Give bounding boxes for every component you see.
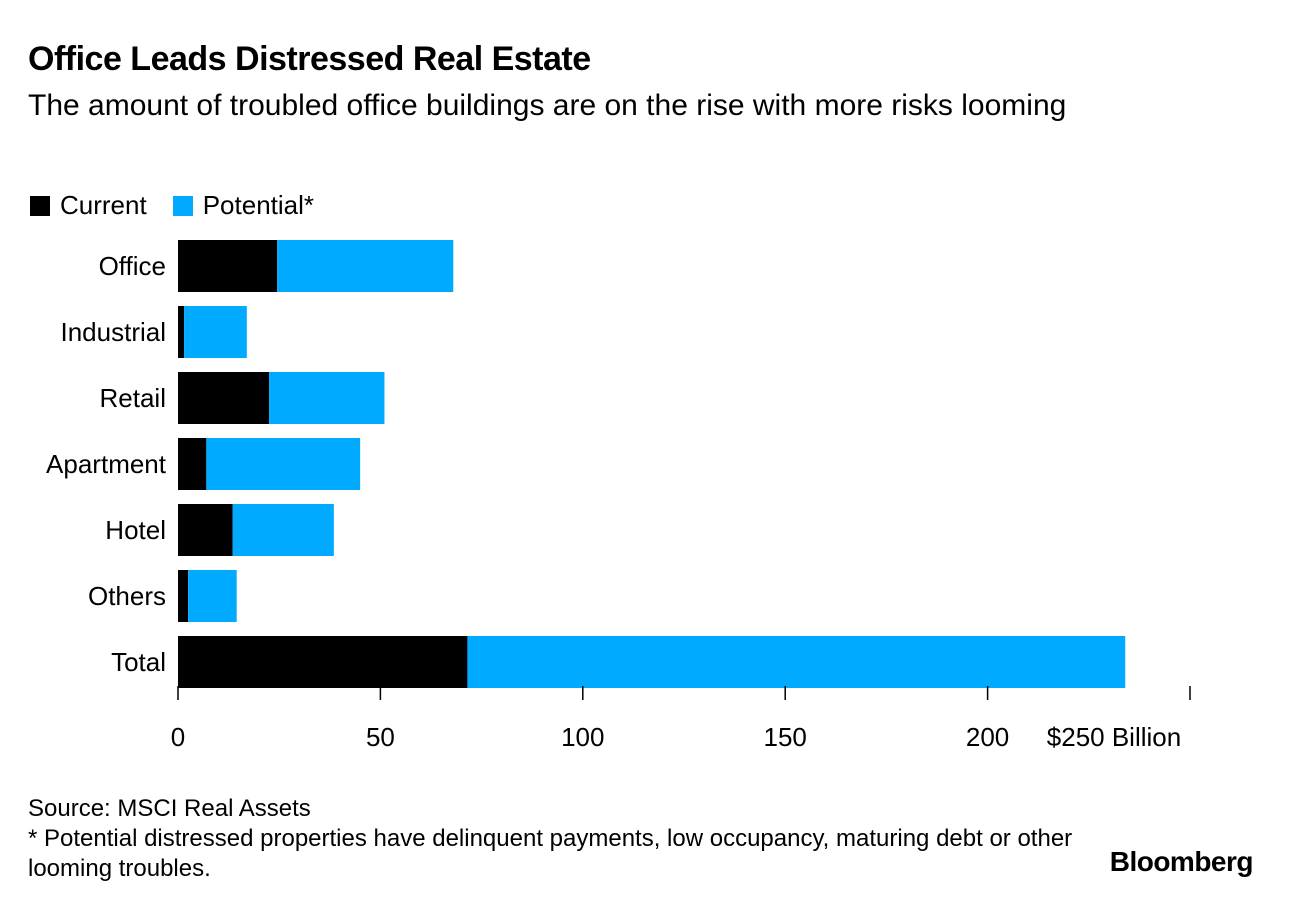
category-label-industrial: Industrial (61, 317, 167, 347)
x-tick-label-0: 0 (171, 722, 185, 752)
bar-office-potential (277, 240, 454, 292)
legend-item-potential: Potential* (172, 190, 315, 221)
category-label-apartment: Apartment (46, 449, 167, 479)
bar-total-potential (467, 636, 1126, 688)
bar-industrial-current (178, 306, 185, 358)
footnote: * Potential distressed properties have d… (28, 825, 1073, 882)
x-tick-label-50: 50 (366, 722, 395, 752)
x-tick-label-250: $250 Billion (1047, 722, 1181, 752)
legend-item-current: Current (30, 190, 147, 221)
category-label-total: Total (111, 647, 166, 677)
bar-hotel-potential (232, 504, 334, 556)
bar-apartment-current (178, 438, 207, 490)
legend-label-potential: Potential* (202, 190, 315, 220)
bloomberg-logo: Bloomberg (1109, 846, 1254, 877)
bar-retail-current (178, 372, 270, 424)
bar-total-current (178, 636, 468, 688)
bar-chart: Office Industrial Retail Apartment Hotel Othe… (46, 240, 1191, 752)
legend-label-current: Current (60, 190, 147, 220)
legend-swatch-potential (172, 195, 193, 216)
x-tick-label-150: 150 (764, 722, 807, 752)
chart-subtitle: The amount of troubled office buildings … (28, 89, 1067, 122)
category-label-office: Office (99, 251, 166, 281)
chart-title: Office Leads Distressed Real Estate (28, 40, 591, 78)
bar-industrial-potential (184, 306, 247, 358)
footnotes: Source: MSCI Real Assets * Potential dis… (28, 794, 1088, 884)
category-label-others: Others (88, 581, 166, 611)
x-tick-label-100: 100 (561, 722, 604, 752)
category-label-hotel: Hotel (105, 515, 166, 545)
source-note: Source: MSCI Real Assets (28, 795, 311, 822)
x-tick-label-200: 200 (966, 722, 1009, 752)
legend-swatch-current (30, 195, 50, 216)
category-label-retail: Retail (100, 383, 166, 413)
bar-hotel-current (178, 504, 233, 556)
bar-retail-potential (269, 372, 385, 424)
bar-office-current (178, 240, 278, 292)
bar-apartment-potential (206, 438, 361, 490)
legend: Current Potential* (30, 190, 340, 221)
bar-others-potential (188, 570, 237, 622)
bar-others-current (178, 570, 189, 622)
